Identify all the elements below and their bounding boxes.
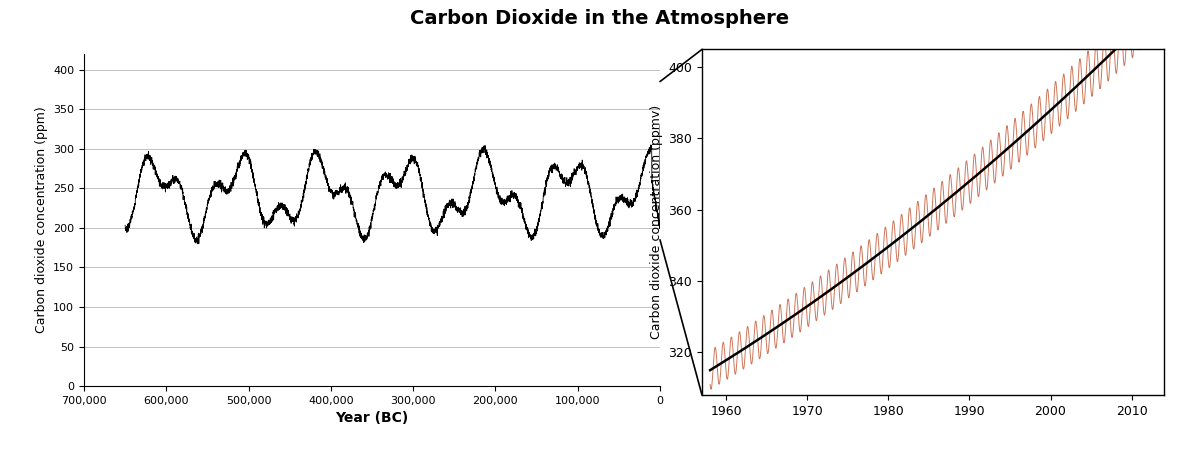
Y-axis label: Carbon dioxide concentration (ppm): Carbon dioxide concentration (ppm) (35, 106, 48, 334)
Y-axis label: Carbon dioxide concentration (ppmv): Carbon dioxide concentration (ppmv) (650, 105, 662, 339)
Text: Carbon Dioxide in the Atmosphere: Carbon Dioxide in the Atmosphere (410, 9, 790, 28)
X-axis label: Year (BC): Year (BC) (335, 411, 409, 425)
